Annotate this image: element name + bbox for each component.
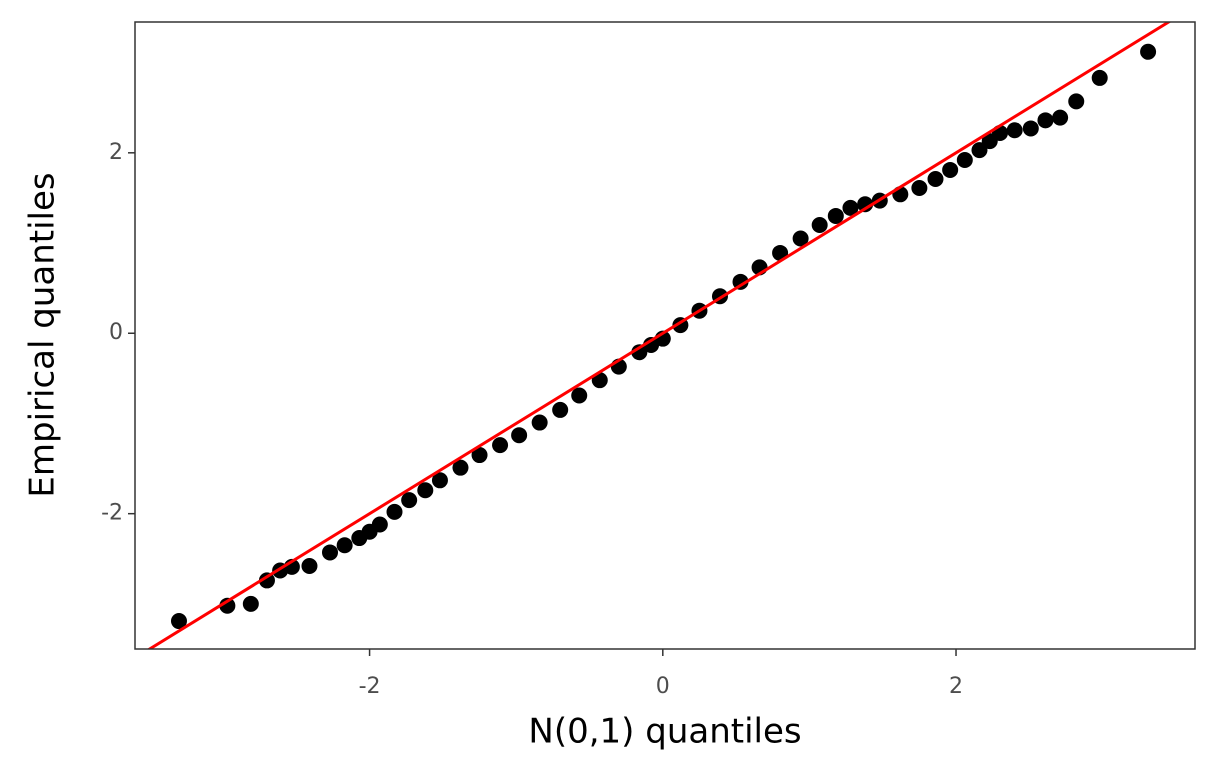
- point: [219, 597, 236, 614]
- panel-border: [134, 21, 1196, 650]
- point: [371, 516, 388, 533]
- point: [301, 558, 318, 575]
- point: [321, 544, 338, 561]
- point: [531, 414, 548, 431]
- point: [170, 613, 187, 630]
- point: [336, 537, 353, 554]
- point: [1140, 43, 1157, 60]
- point: [732, 273, 749, 290]
- point: [827, 207, 844, 224]
- point: [471, 447, 488, 464]
- point: [401, 492, 418, 509]
- point: [417, 482, 434, 499]
- x-tick-label: 2: [949, 674, 963, 699]
- point: [811, 216, 828, 233]
- point: [1091, 69, 1108, 86]
- point: [1037, 112, 1054, 129]
- point: [631, 344, 648, 361]
- point: [571, 387, 588, 404]
- y-tick-label: 2: [109, 140, 123, 165]
- point: [971, 142, 988, 159]
- point: [942, 161, 959, 178]
- point: [911, 179, 928, 196]
- point: [552, 401, 569, 418]
- point: [1068, 93, 1085, 110]
- point: [643, 336, 660, 353]
- point: [492, 437, 509, 454]
- x-tick-label: -2: [359, 674, 381, 699]
- y-tick-label: -2: [101, 501, 123, 526]
- point: [792, 230, 809, 247]
- y-axis-title: Empirical quantiles: [23, 172, 63, 497]
- point: [431, 472, 448, 489]
- point: [1052, 109, 1069, 126]
- point: [842, 199, 859, 216]
- point: [857, 196, 874, 213]
- point: [927, 170, 944, 187]
- point: [1006, 122, 1023, 139]
- point: [956, 152, 973, 169]
- point: [258, 572, 275, 589]
- reference-line: [146, 22, 1172, 649]
- y-tick-label: 0: [109, 320, 123, 345]
- point: [386, 503, 403, 520]
- point: [452, 459, 469, 476]
- x-tick-label: 0: [656, 674, 670, 699]
- point: [511, 427, 528, 444]
- point: [1022, 120, 1039, 137]
- point: [242, 595, 259, 612]
- x-axis-title: N(0,1) quantiles: [528, 712, 801, 752]
